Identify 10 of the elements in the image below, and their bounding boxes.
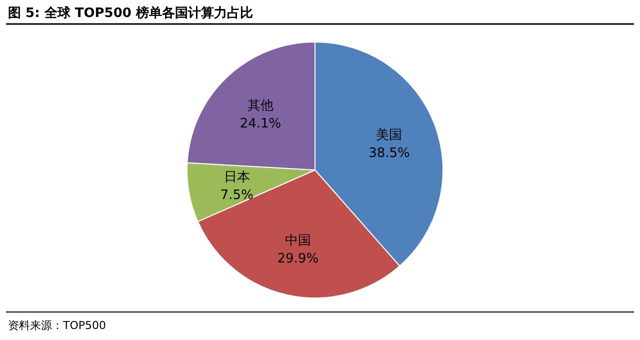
chart-title: 图 5: 全球 TOP500 榜单各国计算力占比 [8,5,253,21]
data-label: 29.9% [277,252,319,267]
slice-label: 美国 [376,126,402,143]
data-label: 24.1% [240,116,282,132]
text: 资料来源：TOP500 [8,319,106,332]
slice-label: 其他 [247,98,274,114]
data-label: 7.5% [220,188,254,204]
data-label: 38.5% [368,146,410,161]
slice-label: 日本 [224,170,250,186]
slice-label: 中国 [284,234,311,249]
